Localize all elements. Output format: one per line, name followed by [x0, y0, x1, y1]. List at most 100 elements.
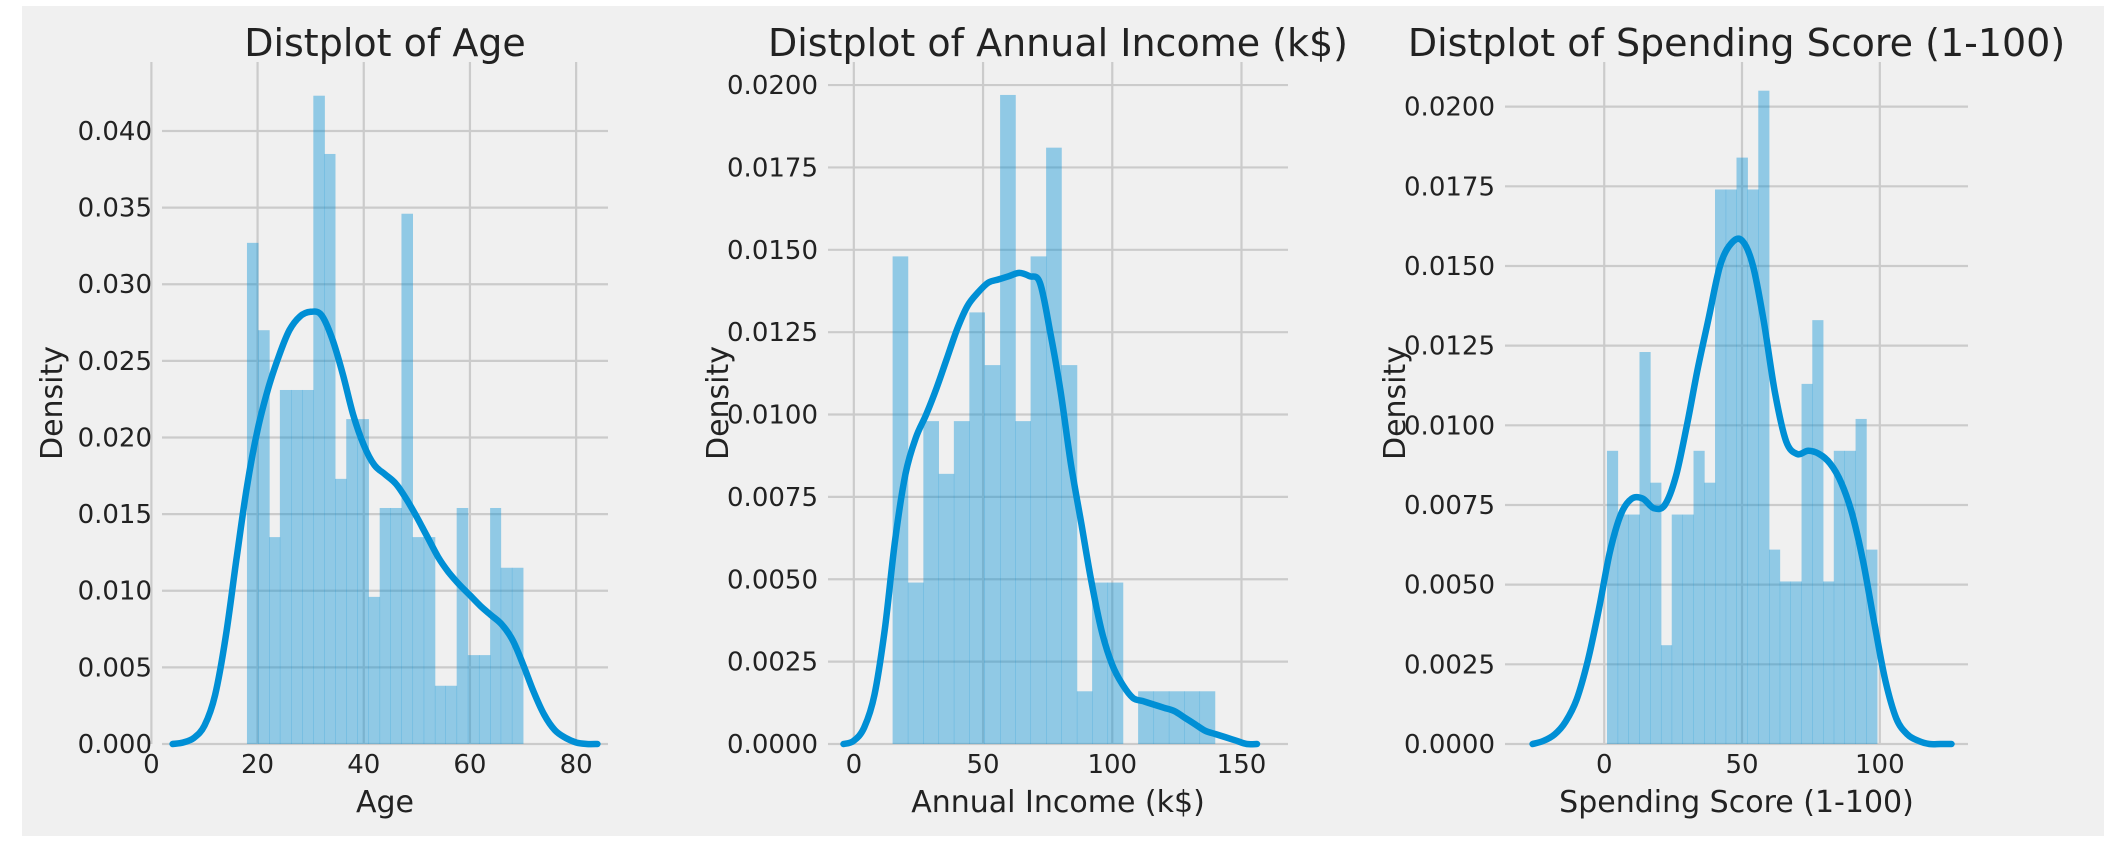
- y-tick-label: 0.0050: [1404, 571, 1495, 601]
- histogram-bar: [1704, 482, 1716, 744]
- x-axis-label: Spending Score (1-100): [1559, 785, 1914, 820]
- y-tick-labels: 0.0000 0.0025 0.0050 0.0075 0.0100 0.0125 0.01…: [727, 71, 818, 760]
- histogram-bar: [907, 582, 924, 744]
- histogram-bar: [1736, 157, 1748, 744]
- histogram-bar: [302, 389, 314, 744]
- y-tick-label: 0.0100: [727, 401, 818, 431]
- histogram-bar: [1747, 189, 1759, 745]
- kde-curve: [840, 269, 1261, 748]
- histogram-bar: [313, 95, 325, 744]
- histogram-bar: [1153, 691, 1170, 744]
- y-tick-label: 0.0200: [1404, 93, 1495, 123]
- y-tick-label: 0.0025: [1404, 650, 1495, 680]
- y-tick-label: 0.0125: [1404, 332, 1495, 362]
- histogram-bar: [456, 507, 469, 744]
- histogram-bar: [258, 330, 270, 744]
- x-axis-label: Annual Income (k$): [911, 785, 1205, 820]
- histogram-bar: [984, 365, 1001, 744]
- y-tick-label: 0.000: [78, 730, 152, 760]
- x-tick-label: 100: [1855, 750, 1905, 780]
- histogram-bar: [1866, 549, 1878, 744]
- x-tick-label: 40: [347, 750, 380, 780]
- y-tick-label: 0.030: [78, 270, 152, 300]
- y-tick-label: 0.0075: [1404, 491, 1495, 521]
- histogram-bar: [1000, 94, 1016, 745]
- histogram-bar: [953, 421, 970, 744]
- histogram-bar: [1628, 514, 1640, 744]
- histogram-bar: [379, 507, 391, 744]
- histogram-bar: [1046, 147, 1062, 744]
- histogram-bar: [390, 507, 402, 744]
- histogram-bar: [269, 537, 281, 744]
- histogram-bar: [1092, 582, 1109, 744]
- y-tick-label: 0.0200: [727, 71, 818, 101]
- histogram-bars: [246, 95, 524, 745]
- x-axis-label: Age: [356, 785, 414, 820]
- histogram-bar: [324, 153, 336, 744]
- histogram-bar: [1030, 256, 1047, 744]
- y-tick-labels: 0.000 0.005 0.010 0.015 0.020 0.025 0.030 0.035…: [78, 117, 152, 760]
- y-tick-label: 0.0050: [727, 565, 818, 595]
- y-tick-label: 0.010: [78, 577, 152, 607]
- histogram-bars: [1606, 90, 1878, 745]
- grid: [1505, 62, 1968, 746]
- y-tick-label: 0.0125: [727, 318, 818, 348]
- y-tick-label: 0.0175: [1404, 172, 1495, 202]
- histogram-bar: [500, 567, 513, 744]
- histogram-bar: [1758, 90, 1770, 744]
- y-tick-label: 0.015: [78, 500, 152, 530]
- y-tick-label: 0.0150: [1404, 252, 1495, 282]
- histogram-bar: [279, 389, 292, 744]
- x-tick-label: 80: [560, 750, 593, 780]
- histogram-bar: [368, 596, 381, 744]
- histogram-bar: [445, 685, 458, 744]
- y-tick-label: 0.035: [78, 194, 152, 224]
- histogram-bars: [892, 94, 1216, 745]
- histogram-bar: [1650, 482, 1662, 744]
- annual-income-distplot: 0.0000 0.0025 0.0050 0.0075 0.0100 0.0125 0.01…: [701, 21, 1348, 820]
- histogram-bar: [1168, 691, 1185, 744]
- x-tick-label: 100: [1087, 750, 1137, 780]
- y-axis-label: Density: [1378, 346, 1413, 460]
- histogram-bar: [1682, 514, 1694, 744]
- histogram-bar: [1790, 581, 1802, 744]
- y-tick-label: 0.025: [78, 347, 152, 377]
- x-tick-label: 20: [241, 750, 274, 780]
- histogram-bar: [1769, 549, 1781, 744]
- histogram-bar: [1715, 189, 1727, 745]
- histogram-bar: [1639, 352, 1651, 744]
- chart-title: Distplot of Spending Score (1-100): [1408, 21, 2065, 65]
- histogram-bar: [1823, 581, 1835, 744]
- histogram-bar: [401, 213, 414, 745]
- histogram-bar: [467, 655, 480, 744]
- histogram-bar: [1671, 514, 1683, 744]
- age-distplot: 0.000 0.005 0.010 0.015 0.020 0.025 0.030 0.035…: [35, 21, 608, 820]
- x-tick-label: 60: [453, 750, 486, 780]
- histogram-bar: [1617, 514, 1629, 744]
- y-tick-label: 0.0175: [727, 153, 818, 183]
- histogram-bar: [423, 537, 436, 744]
- histogram-bar: [335, 478, 347, 744]
- histogram-bar: [246, 242, 259, 744]
- chart-title: Distplot of Annual Income (k$): [768, 21, 1348, 65]
- histogram-bar: [434, 685, 446, 744]
- histogram-bar: [1779, 581, 1791, 744]
- spending-score-distplot: 0.0000 0.0025 0.0050 0.0075 0.0100 0.0125 0.01…: [1378, 21, 2065, 820]
- y-tick-label: 0.0000: [1404, 730, 1495, 760]
- histogram-bar: [1801, 383, 1813, 744]
- histogram-bar: [346, 419, 358, 744]
- y-tick-label: 0.005: [78, 653, 152, 683]
- kde-curve: [1529, 235, 1955, 748]
- histogram-bar: [923, 421, 940, 744]
- histogram-bar: [969, 312, 986, 744]
- histogram-bar: [1725, 189, 1737, 745]
- histogram-bar: [1833, 450, 1845, 744]
- histogram-bar: [1107, 582, 1124, 744]
- kde-curve: [169, 308, 601, 748]
- x-tick-labels: 0 50 100: [1596, 750, 1905, 780]
- y-tick-label: 0.0150: [727, 236, 818, 266]
- x-tick-label: 150: [1217, 750, 1267, 780]
- x-tick-labels: 0 20 40 60 80: [143, 750, 593, 780]
- y-tick-label: 0.0075: [727, 483, 818, 513]
